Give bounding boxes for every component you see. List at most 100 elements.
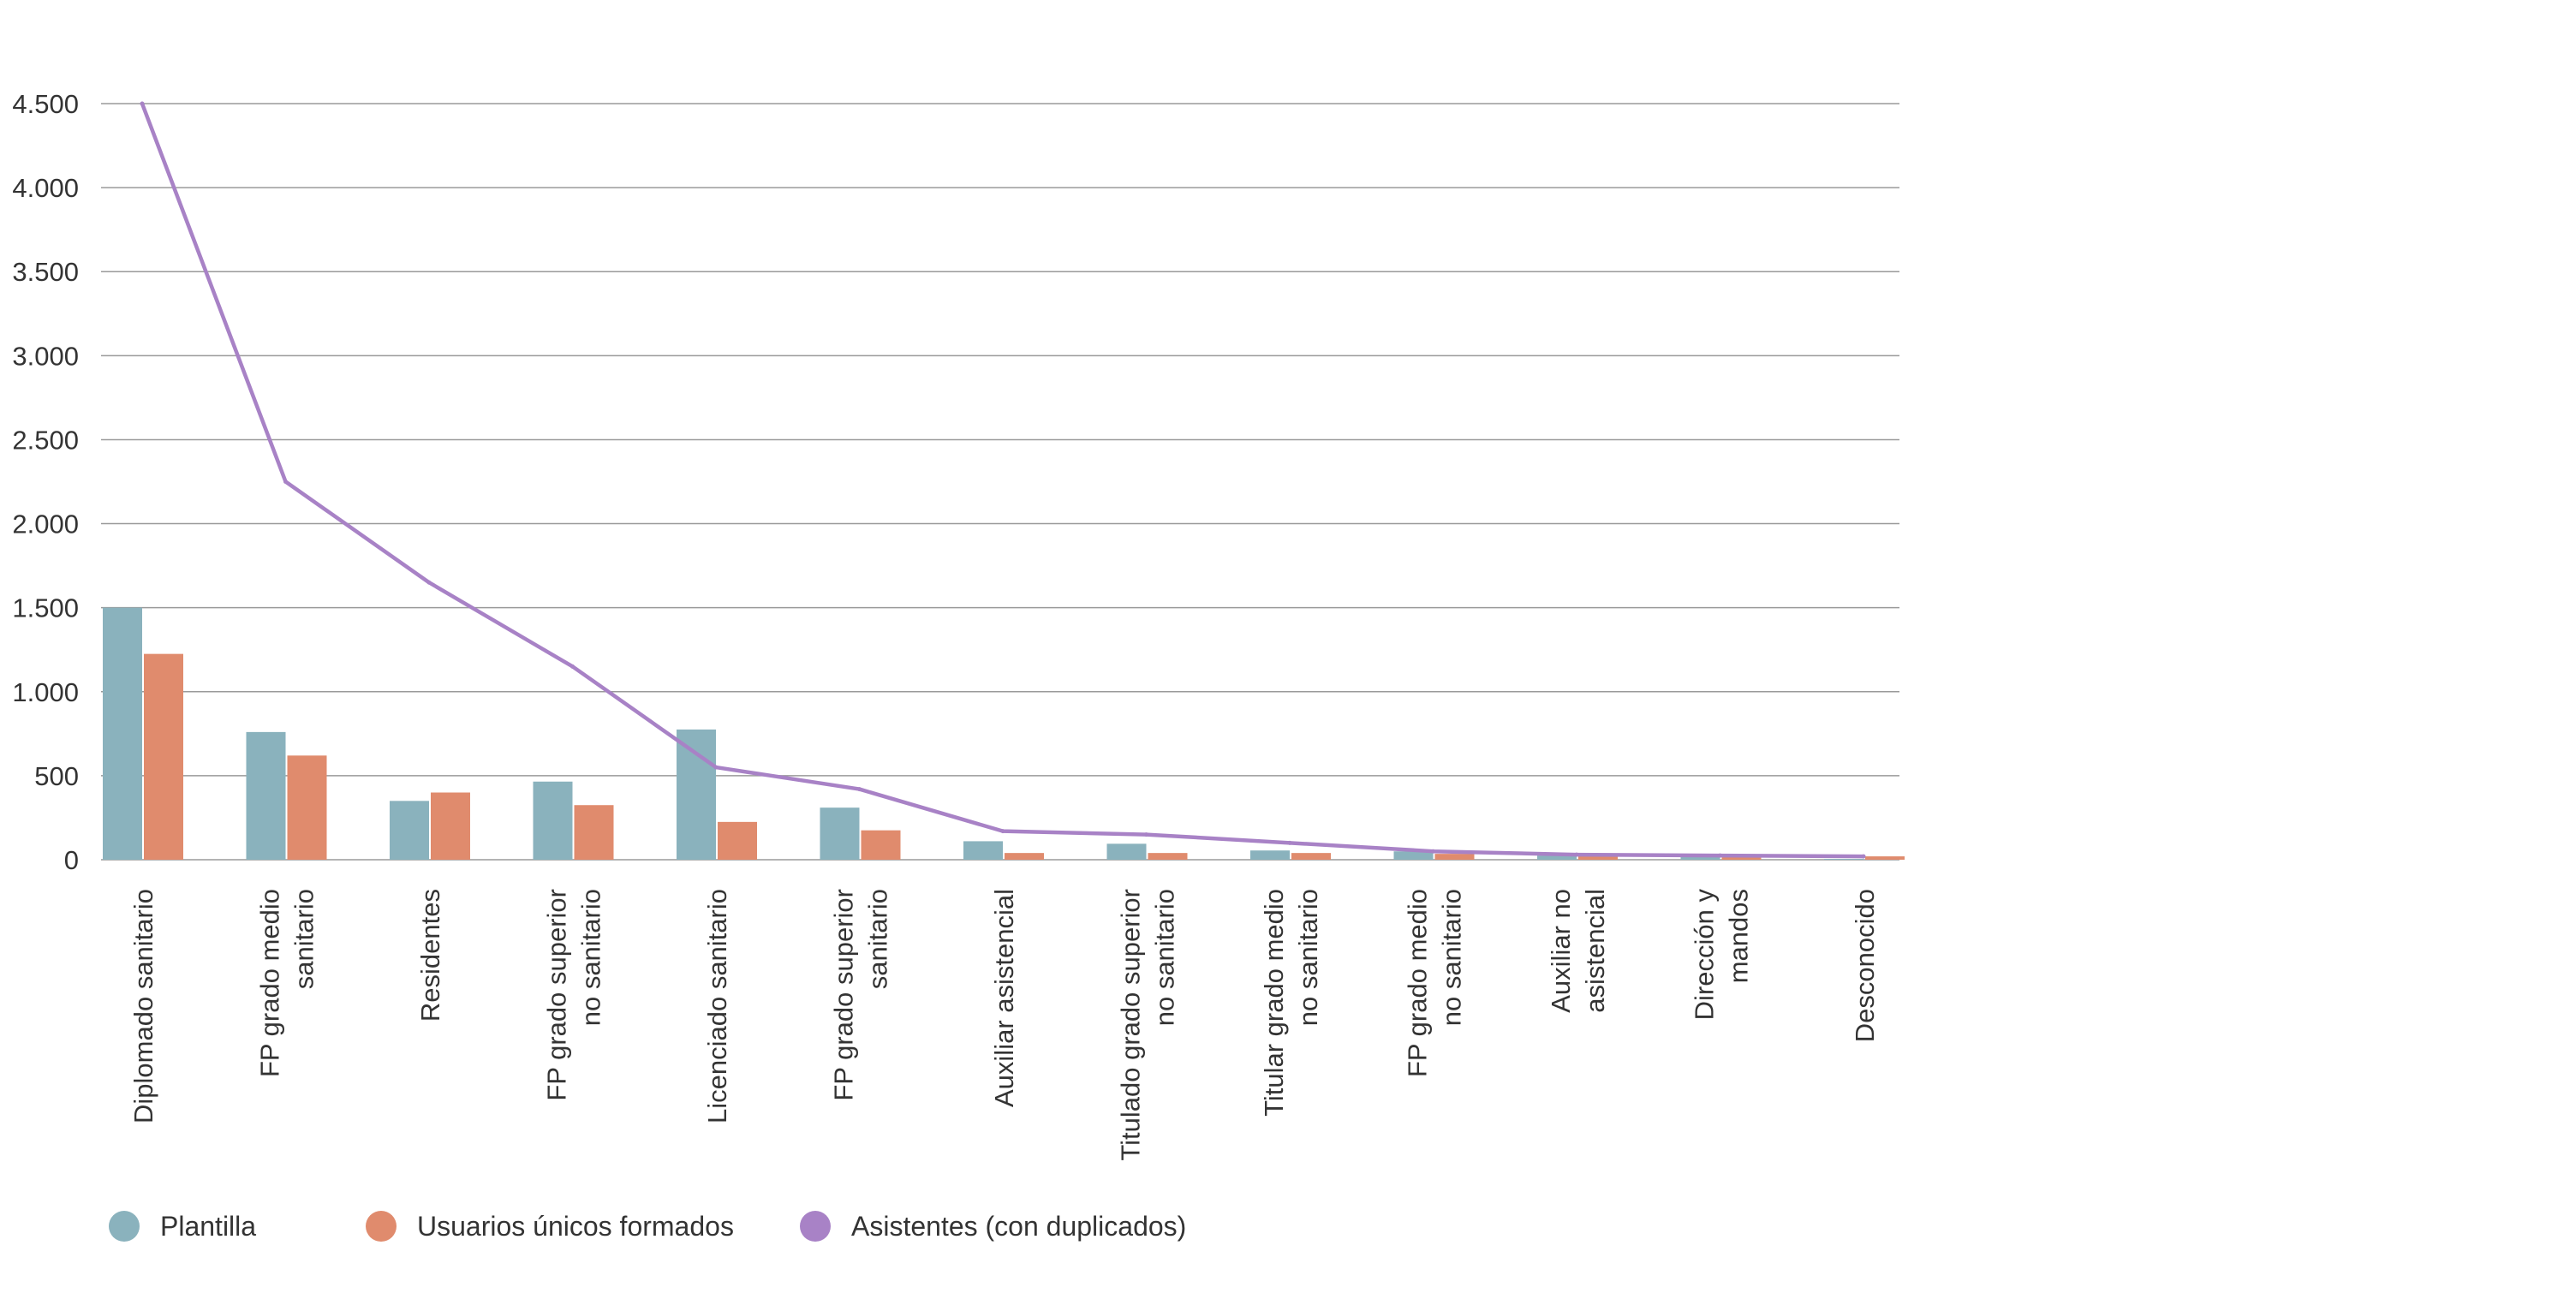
line-point-2 [426,580,432,585]
bar-plantilla-7 [1106,843,1147,860]
y-axis: 0 500 1.000 1.500 2.000 2.500 3.000 3.500 4.000 4… [12,89,79,875]
legend: Plantilla Usuarios únicos formados Asisten… [109,1211,1186,1242]
legend-item-2: Asistentes (con duplicados) [800,1211,1186,1242]
bar-usuarios-9 [1434,854,1475,860]
x-tick-label-line: sanitario [289,889,319,989]
x-tick-label-5: FP grado superior sanitario [829,889,893,1101]
x-tick-label-line: FP grado superior [829,889,859,1101]
y-tick-label: 1.500 [12,593,79,623]
x-tick-label-1: FP grado medio sanitario [255,889,319,1077]
x-tick-label-line: FP grado superior [542,889,572,1101]
x-tick-label-12: Desconocido [1850,889,1880,1042]
line-point-7 [1144,832,1148,837]
line-asistentes [140,101,1866,859]
y-tick-label: 3.000 [12,341,79,371]
x-tick-label-line: no sanitario [1293,889,1323,1026]
x-tick-label-10: Auxiliar no asistencial [1546,889,1610,1013]
x-tick-label-line: Desconocido [1850,889,1880,1042]
bar-usuarios-3 [574,805,614,860]
y-tick-label: 3.500 [12,257,79,287]
x-tick-label-11: Dirección y mandos [1690,889,1754,1021]
bar-plantilla-11 [1680,856,1720,860]
legend-item-0: Plantilla [109,1211,256,1242]
x-tick-label-line: Auxiliar asistencial [989,889,1019,1107]
x-tick-label-line: Titulado grado superior [1116,889,1146,1161]
line-point-8 [1287,840,1292,845]
bar-usuarios-5 [861,830,901,860]
line-point-5 [857,787,862,792]
y-tick-label: 500 [34,761,79,791]
line-point-0 [140,101,145,106]
x-tick-label-0: Diplomado sanitario [128,889,158,1123]
line-point-9 [1431,849,1435,854]
bar-plantilla-9 [1393,851,1434,860]
line-point-4 [713,765,719,770]
x-tick-label-line: FP grado medio [1403,889,1433,1077]
y-tick-label: 2.000 [12,509,79,539]
bar-plantilla-4 [677,729,716,860]
x-tick-label-line: Titular grado medio [1259,889,1289,1117]
gridlines [101,103,1899,861]
legend-label: Usuarios únicos formados [417,1211,734,1242]
bar-usuarios-7 [1148,853,1188,860]
x-tick-label-line: no sanitario [1437,889,1467,1026]
x-tick-label-8: Titular grado medio no sanitario [1259,889,1323,1117]
bar-plantilla-12 [1824,859,1863,860]
x-tick-label-3: FP grado superior no sanitario [542,889,606,1101]
y-tick-label: 4.500 [12,89,79,119]
legend-label: Plantilla [160,1211,256,1242]
bar-plantilla-2 [390,801,429,860]
x-tick-label-line: Auxiliar no [1546,889,1576,1013]
line-point-3 [570,664,575,669]
x-tick-label-line: Diplomado sanitario [128,889,158,1123]
line-point-10 [1574,852,1579,857]
bar-usuarios-6 [1005,853,1044,860]
x-tick-label-line: Licenciado sanitario [702,889,732,1123]
x-tick-label-7: Titulado grado superior no sanitario [1116,889,1180,1161]
bar-usuarios-12 [1865,856,1905,860]
x-axis: Diplomado sanitario FP grado medio sanitar… [128,889,1880,1161]
bar-plantilla-5 [820,807,860,860]
legend-marker [109,1211,140,1242]
line-point-1 [283,480,288,484]
line-point-12 [1861,854,1866,859]
x-tick-label-line: mandos [1724,889,1754,983]
x-tick-label-2: Residentes [415,889,445,1022]
x-tick-label-line: sanitario [863,889,893,989]
y-tick-label: 2.500 [12,425,79,455]
bar-usuarios-2 [431,792,470,860]
legend-marker [800,1211,831,1242]
bar-plantilla-8 [1250,850,1290,860]
legend-marker [366,1211,397,1242]
bar-usuarios-4 [718,821,757,860]
x-tick-label-line: Dirección y [1690,889,1720,1021]
bar-usuarios-0 [144,653,183,860]
x-tick-label-line: FP grado medio [255,889,285,1077]
bar-plantilla-10 [1537,855,1577,860]
line-point-6 [1000,829,1005,834]
x-tick-label-6: Auxiliar asistencial [989,889,1019,1107]
bar-usuarios-11 [1721,856,1762,860]
bar-plantilla-1 [246,731,286,860]
line-series [140,101,1866,859]
legend-label: Asistentes (con duplicados) [851,1211,1186,1242]
legend-item-1: Usuarios únicos formados [366,1211,734,1242]
bar-usuarios-10 [1578,855,1618,860]
bar-plantilla-6 [963,841,1003,860]
y-tick-label: 4.000 [12,173,79,203]
bars [103,607,1905,860]
bar-usuarios-1 [287,755,327,860]
x-tick-label-4: Licenciado sanitario [702,889,732,1123]
x-tick-label-line: Residentes [415,889,445,1022]
bar-plantilla-3 [533,781,573,860]
bar-plantilla-0 [103,607,142,860]
y-tick-label: 0 [64,845,79,875]
x-tick-label-line: no sanitario [1150,889,1180,1026]
x-tick-label-line: no sanitario [576,889,606,1026]
bar-usuarios-8 [1291,853,1331,860]
line-point-11 [1718,853,1722,858]
x-tick-label-9: FP grado medio no sanitario [1403,889,1467,1077]
x-tick-label-line: asistencial [1580,889,1610,1013]
